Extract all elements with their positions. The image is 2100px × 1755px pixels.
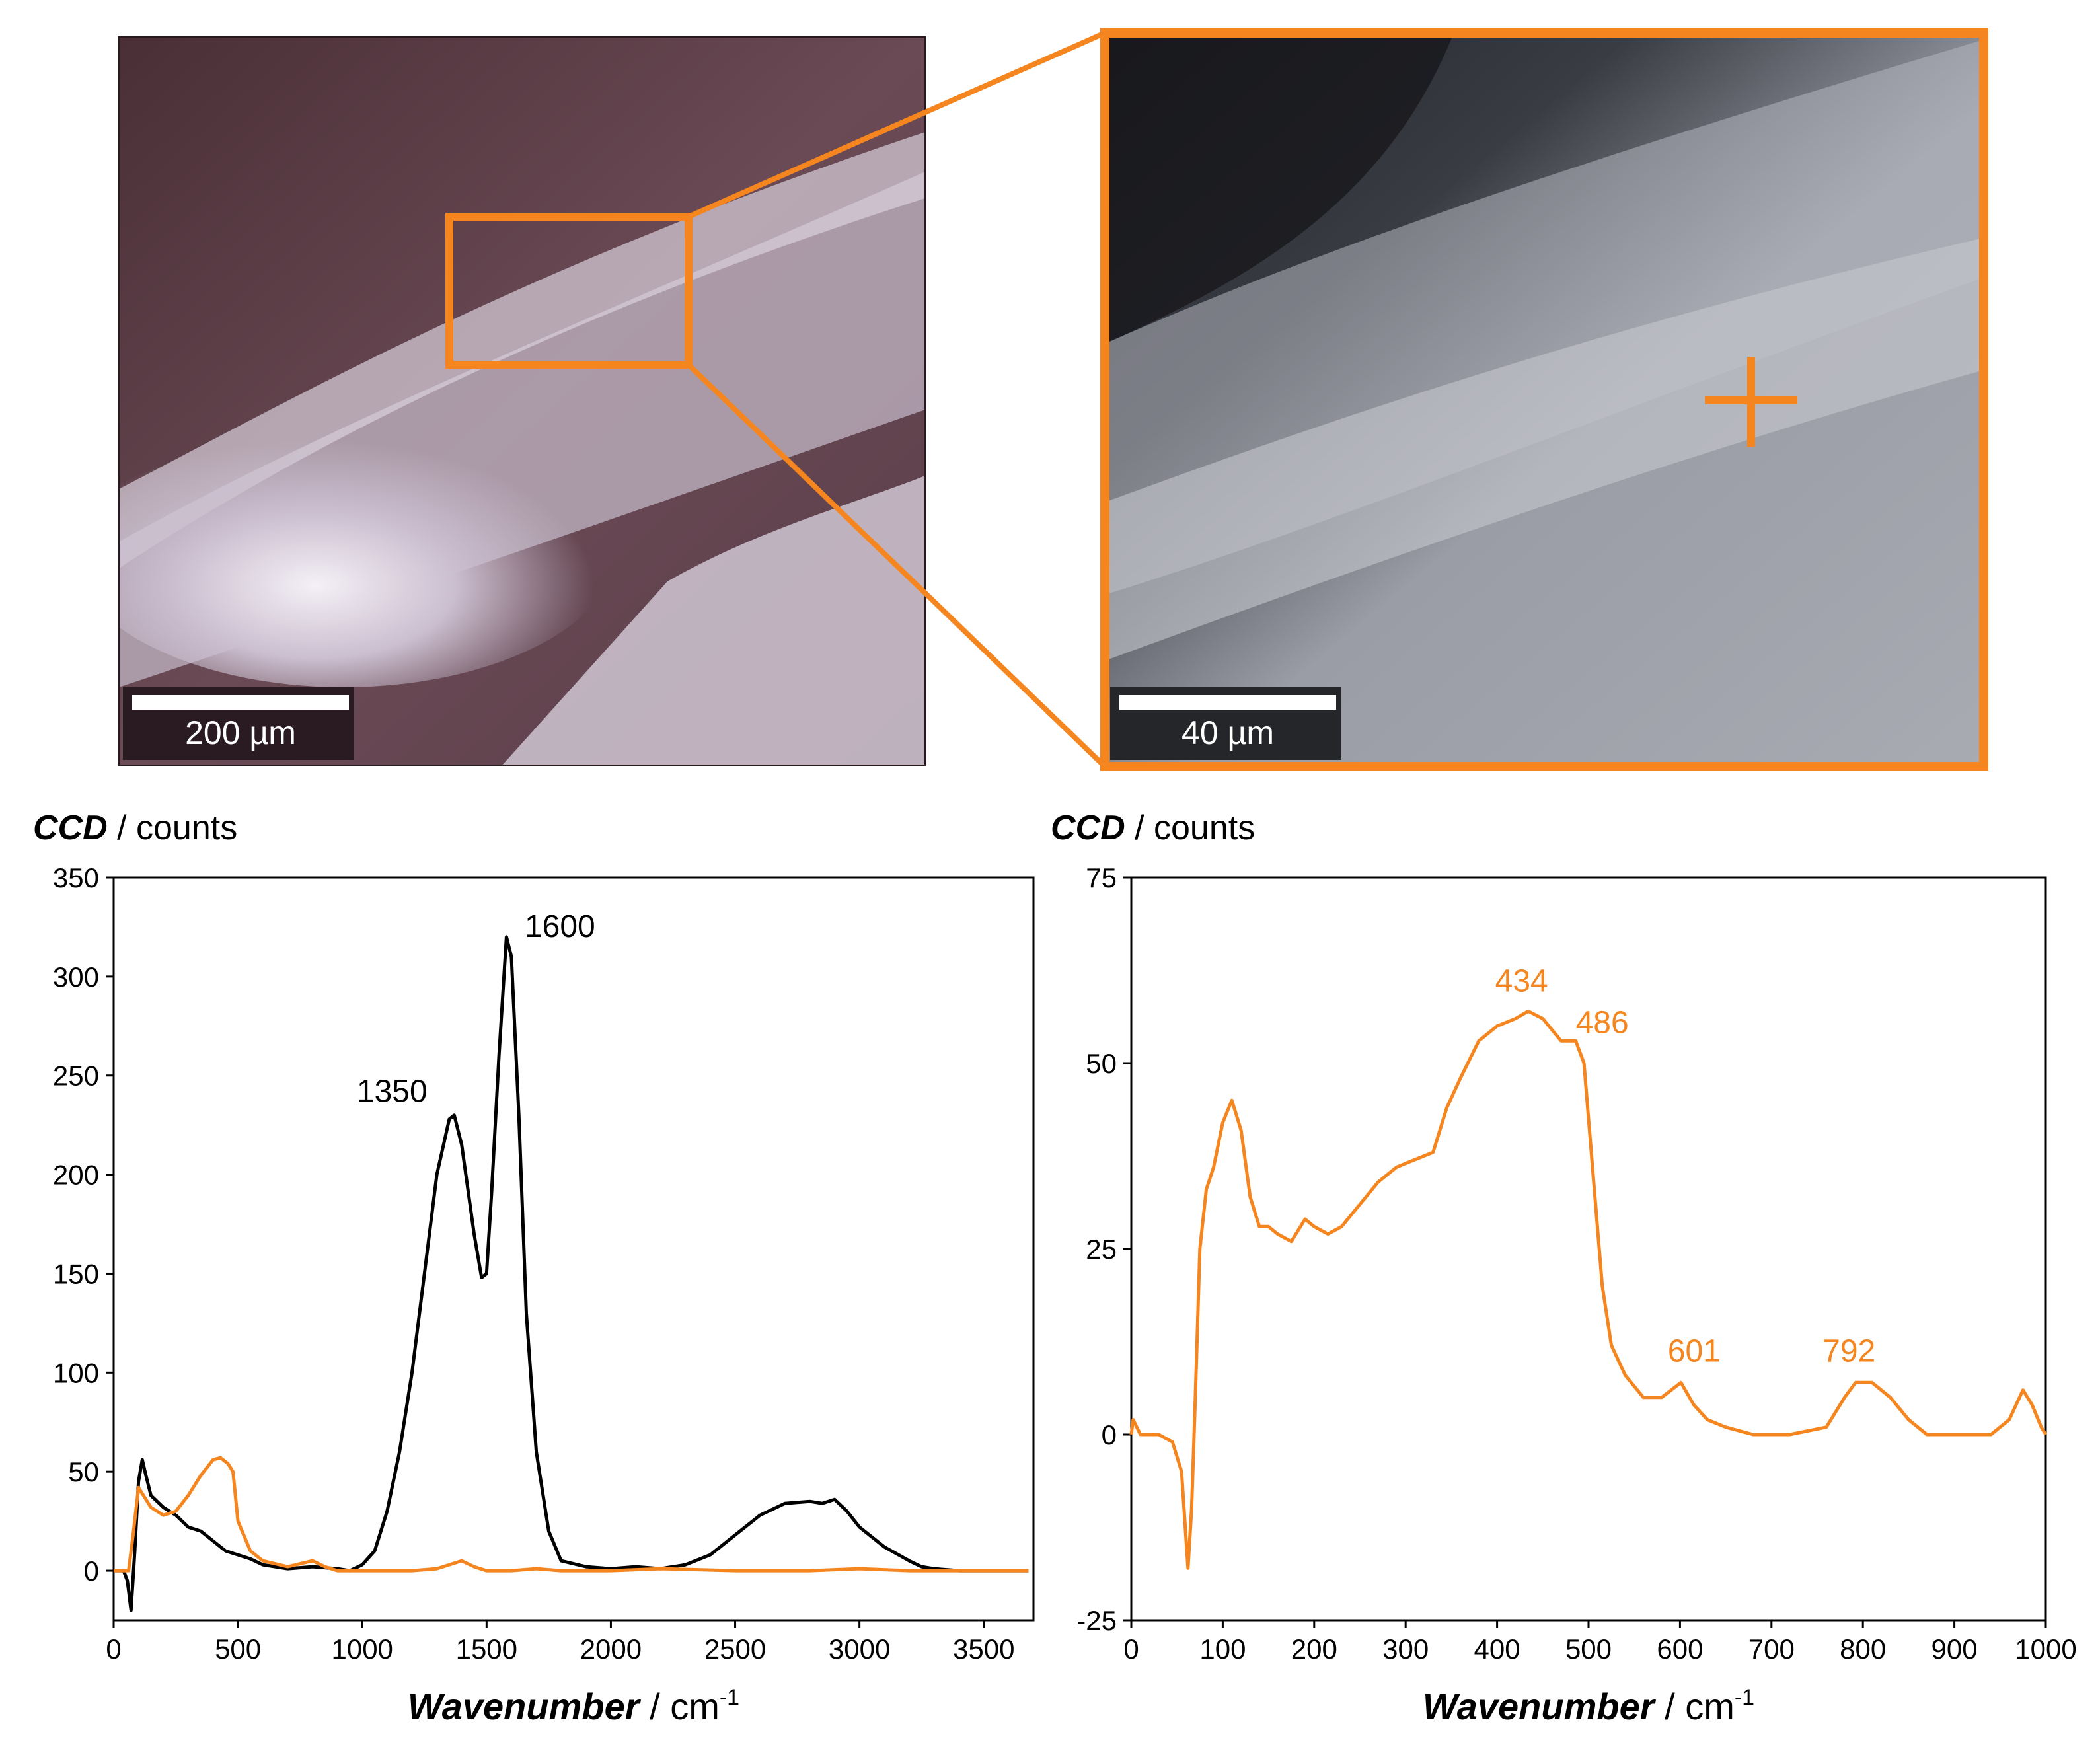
left-micrograph: 200 µm [118, 36, 926, 766]
y-tick-label: 25 [1086, 1234, 1117, 1265]
x-axis-title: Wavenumber / cm-1 [1423, 1685, 1754, 1727]
x-tick-label: 200 [1291, 1633, 1337, 1664]
series-line-orange [1129, 1009, 2048, 1570]
scale-bar-left [132, 695, 349, 710]
x-tick-label: 800 [1840, 1633, 1886, 1664]
x-tick-label: 500 [215, 1633, 261, 1664]
plot-frame [1130, 876, 2047, 1622]
series-line-black [114, 935, 1029, 1612]
x-tick-label: 500 [1565, 1633, 1612, 1664]
zoom-connector-top [687, 30, 1106, 219]
x-axis-title: Wavenumber / cm-1 [408, 1685, 739, 1727]
y-axis-title: CCD / counts [33, 809, 237, 847]
peak-label-1350: 1350 [357, 1074, 428, 1109]
y-tick-label: 350 [53, 862, 99, 893]
x-tick-label: 1000 [331, 1633, 393, 1664]
x-tick-label: 300 [1382, 1633, 1429, 1664]
y-tick-label: 250 [53, 1061, 99, 1092]
x-tick-label: 600 [1657, 1633, 1703, 1664]
x-tick-label: 2000 [580, 1633, 642, 1664]
y-tick-label: -25 [1076, 1605, 1117, 1636]
peak-label-486: 486 [1576, 1005, 1629, 1040]
y-tick-label: 0 [84, 1555, 99, 1587]
zoom-region-box [445, 213, 693, 369]
scale-label-right: 40 µm [1181, 714, 1274, 751]
y-tick-label: 50 [68, 1456, 99, 1487]
series-line-orange [114, 1456, 1029, 1573]
x-tick-label: 3500 [953, 1633, 1014, 1664]
y-tick-label: 200 [53, 1160, 99, 1191]
y-tick-label: 150 [53, 1258, 99, 1289]
peak-label-792: 792 [1822, 1333, 1875, 1368]
zoom-frame [1100, 28, 1988, 771]
scale-label-left: 200 µm [185, 714, 296, 751]
scale-bar-right [1119, 695, 1336, 710]
y-tick-label: 300 [53, 961, 99, 992]
right-micrograph: 40 µm [1100, 28, 1988, 771]
x-tick-label: 3000 [829, 1633, 890, 1664]
zoom-connector-bottom [687, 363, 1107, 768]
x-tick-label: 0 [1123, 1633, 1139, 1664]
peak-label-601: 601 [1668, 1333, 1721, 1368]
peak-label-434: 434 [1495, 963, 1548, 998]
y-tick-label: 100 [53, 1357, 99, 1388]
peak-label-1600: 1600 [525, 909, 595, 944]
x-tick-label: 0 [106, 1633, 121, 1664]
plot-frame [112, 876, 1035, 1622]
x-tick-label: 400 [1474, 1633, 1520, 1664]
y-tick-label: 50 [1086, 1048, 1117, 1079]
x-tick-label: 900 [1931, 1633, 1978, 1664]
x-tick-label: 1500 [456, 1633, 517, 1664]
y-tick-label: 75 [1086, 862, 1117, 893]
x-tick-label: 2500 [704, 1633, 766, 1664]
x-tick-label: 1000 [2015, 1633, 2076, 1664]
x-tick-label: 100 [1199, 1633, 1246, 1664]
x-tick-label: 700 [1748, 1633, 1795, 1664]
y-axis-title: CCD / counts [1051, 809, 1255, 847]
y-tick-label: 0 [1102, 1419, 1117, 1450]
